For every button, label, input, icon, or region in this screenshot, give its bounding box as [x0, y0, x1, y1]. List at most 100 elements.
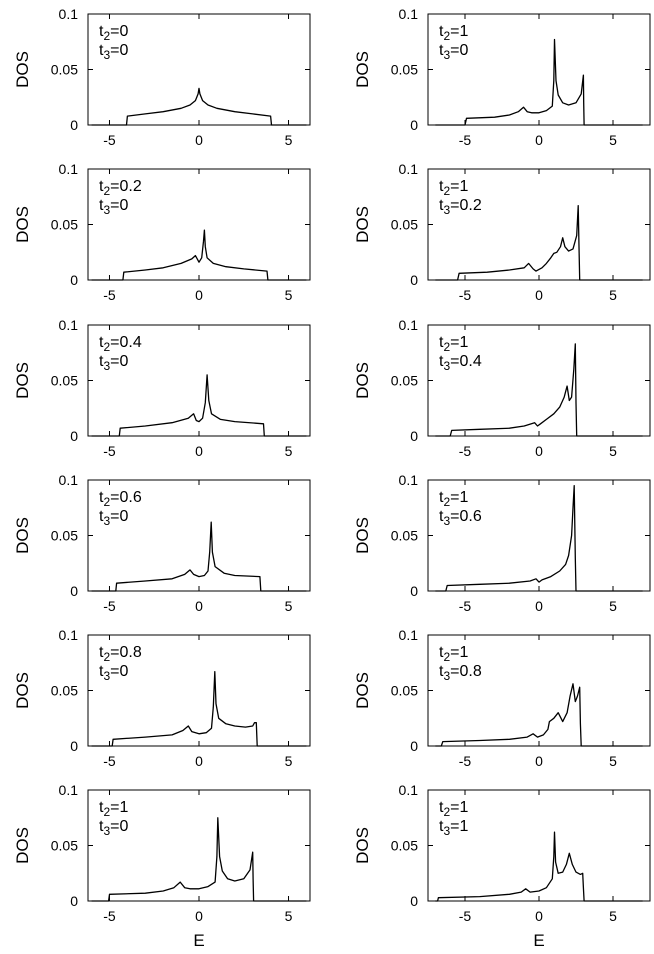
dos-curve [91, 87, 307, 126]
param-t3-label: t3=0.6 [439, 508, 482, 528]
dos-panel: 0 0.05 0.1 -5 0 5 DOS t2=1t3=0.2 [353, 161, 651, 303]
dos-curve [435, 484, 643, 592]
dos-panel: 0 0.05 0.1 -5 0 5 DOS Et2=1t3=0 [13, 782, 311, 950]
x-tick-label: -5 [459, 598, 472, 614]
y-tick-label: 0 [410, 893, 418, 909]
x-tick-label: 5 [609, 598, 617, 614]
y-tick-label: 0 [70, 272, 78, 288]
x-tick-label: -5 [103, 908, 116, 924]
y-tick-label: 0.05 [391, 683, 418, 699]
y-tick-label: 0 [410, 583, 418, 599]
x-tick-label: -5 [459, 753, 472, 769]
y-axis-label: DOS [13, 51, 32, 88]
param-t2-label: t2=1 [439, 23, 468, 43]
param-t3-label: t3=0 [99, 663, 128, 683]
x-tick-label: 0 [195, 132, 203, 148]
x-tick-label: 0 [535, 132, 543, 148]
y-tick-label: 0.1 [399, 6, 419, 22]
x-axis-label: E [533, 931, 544, 950]
x-tick-label: 5 [285, 753, 293, 769]
x-tick-label: 0 [535, 443, 543, 459]
param-t3-label: t3=0 [99, 353, 128, 373]
param-t3-label: t3=0 [99, 197, 128, 217]
x-tick-label: 0 [535, 753, 543, 769]
x-tick-label: -5 [103, 132, 116, 148]
param-t3-label: t3=0 [99, 508, 128, 528]
x-tick-label: 5 [285, 132, 293, 148]
y-tick-label: 0.05 [51, 62, 78, 78]
param-t3-label: t3=0 [99, 42, 128, 62]
y-axis-label: DOS [13, 672, 32, 709]
dos-curve [91, 817, 307, 902]
x-tick-label: 0 [195, 753, 203, 769]
y-tick-label: 0 [410, 738, 418, 754]
y-tick-label: 0.05 [391, 62, 418, 78]
param-t3-label: t3=1 [439, 818, 468, 838]
y-tick-label: 0.05 [391, 373, 418, 389]
dos-curve [435, 831, 643, 902]
x-axis-label: E [193, 931, 204, 950]
param-t2-label: t2=1 [439, 334, 468, 354]
dos-curve [91, 670, 307, 747]
y-tick-label: 0.1 [59, 472, 79, 488]
dos-curve [435, 343, 643, 437]
y-tick-label: 0.05 [391, 528, 418, 544]
x-tick-label: 0 [535, 908, 543, 924]
param-t2-label: t2=0.8 [99, 644, 142, 664]
dos-panel: 0 0.05 0.1 -5 0 5 DOS t2=1t3=0.8 [353, 627, 651, 769]
y-tick-label: 0.1 [59, 627, 79, 643]
y-tick-label: 0.05 [51, 683, 78, 699]
x-tick-label: 5 [285, 598, 293, 614]
y-tick-label: 0.1 [59, 6, 79, 22]
param-t3-label: t3=0 [439, 42, 468, 62]
x-tick-label: 0 [535, 287, 543, 303]
param-t2-label: t2=1 [439, 799, 468, 819]
x-tick-label: 5 [609, 753, 617, 769]
y-axis-label: DOS [353, 362, 372, 399]
y-axis-label: DOS [13, 517, 32, 554]
y-tick-label: 0.05 [391, 838, 418, 854]
dos-curve [435, 38, 643, 126]
x-tick-label: 5 [285, 443, 293, 459]
y-tick-label: 0.05 [51, 373, 78, 389]
x-tick-label: 5 [609, 132, 617, 148]
y-tick-label: 0 [410, 428, 418, 444]
y-tick-label: 0.1 [59, 782, 79, 798]
x-tick-label: -5 [103, 287, 116, 303]
x-tick-label: -5 [103, 598, 116, 614]
param-t2-label: t2=0 [99, 23, 128, 43]
x-tick-label: 0 [195, 908, 203, 924]
param-t2-label: t2=1 [439, 644, 468, 664]
y-axis-label: DOS [353, 672, 372, 709]
dos-curve [435, 204, 643, 281]
y-axis-label: DOS [13, 827, 32, 864]
y-tick-label: 0.05 [51, 838, 78, 854]
dos-panel: 0 0.05 0.1 -5 0 5 DOS t2=0.4t3=0 [13, 317, 311, 459]
x-tick-label: 0 [195, 443, 203, 459]
dos-panel: 0 0.05 0.1 -5 0 5 DOS t2=0t3=0 [13, 6, 311, 148]
param-t3-label: t3=0.2 [439, 197, 482, 217]
x-tick-label: 0 [535, 598, 543, 614]
dos-panel: 0 0.05 0.1 -5 0 5 DOS t2=1t3=0.6 [353, 472, 651, 614]
x-tick-label: -5 [459, 443, 472, 459]
y-tick-label: 0.05 [51, 528, 78, 544]
y-tick-label: 0 [70, 583, 78, 599]
y-tick-label: 0 [70, 893, 78, 909]
param-t2-label: t2=0.4 [99, 334, 142, 354]
param-t2-label: t2=1 [439, 178, 468, 198]
x-tick-label: -5 [459, 132, 472, 148]
y-tick-label: 0 [70, 738, 78, 754]
x-tick-label: 5 [609, 443, 617, 459]
x-tick-label: -5 [459, 287, 472, 303]
x-tick-label: -5 [103, 753, 116, 769]
x-tick-label: 0 [195, 287, 203, 303]
y-tick-label: 0 [410, 117, 418, 133]
param-t2-label: t2=1 [439, 489, 468, 509]
y-tick-label: 0 [70, 117, 78, 133]
dos-panel: 0 0.05 0.1 -5 0 5 DOS t2=0.2t3=0 [13, 161, 311, 303]
param-t2-label: t2=0.2 [99, 178, 142, 198]
dos-panel: 0 0.05 0.1 -5 0 5 DOS t2=1t3=0 [353, 6, 651, 148]
x-tick-label: -5 [103, 443, 116, 459]
y-axis-label: DOS [13, 206, 32, 243]
